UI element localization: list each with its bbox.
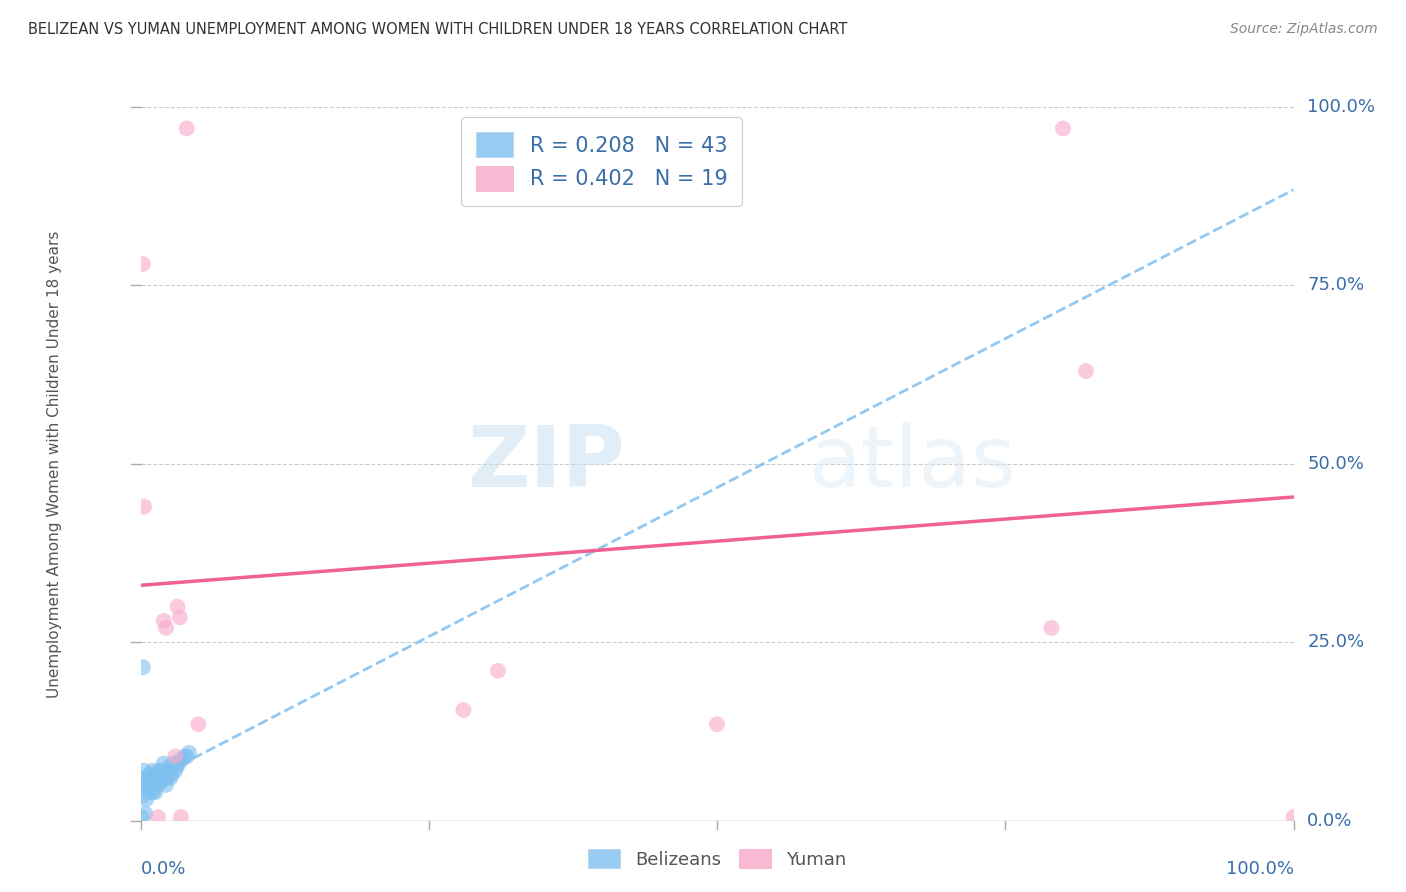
Point (568, 121, 591, 136)
Point (486, 664, 509, 678)
Point (156, 771, 179, 785)
Point (134, 806, 156, 821)
Text: 100.0%: 100.0% (1308, 98, 1375, 116)
Point (155, 621, 177, 635)
Text: ZIP: ZIP (467, 422, 624, 506)
Point (173, 749, 195, 764)
Point (146, 778, 169, 792)
Point (132, 764, 155, 778)
Point (146, 810, 169, 824)
Point (145, 767, 167, 781)
Point (177, 746, 200, 760)
Point (706, 717, 728, 731)
Text: 50.0%: 50.0% (1308, 455, 1364, 473)
Point (132, 778, 155, 792)
Point (150, 774, 173, 789)
Point (167, 756, 190, 771)
Point (152, 756, 174, 771)
Point (152, 764, 174, 778)
Point (165, 760, 187, 774)
Point (149, 767, 172, 781)
Point (170, 810, 193, 824)
Text: 75.0%: 75.0% (1308, 277, 1364, 294)
Point (132, 660, 155, 674)
Point (159, 771, 181, 785)
Point (166, 599, 188, 614)
Point (146, 771, 169, 785)
Point (142, 785, 165, 799)
Point (148, 764, 170, 778)
Text: 25.0%: 25.0% (1308, 633, 1364, 651)
Point (138, 781, 160, 796)
Legend: Belizeans, Yuman: Belizeans, Yuman (581, 841, 853, 876)
Point (453, 703, 475, 717)
Point (141, 764, 163, 778)
Text: BELIZEAN VS YUMAN UNEMPLOYMENT AMONG WOMEN WITH CHILDREN UNDER 18 YEARS CORRELAT: BELIZEAN VS YUMAN UNEMPLOYMENT AMONG WOM… (28, 22, 848, 37)
Point (143, 771, 166, 785)
Text: 0.0%: 0.0% (1308, 812, 1353, 830)
Point (145, 771, 167, 785)
Point (169, 610, 191, 624)
Point (132, 257, 155, 271)
Point (134, 771, 156, 785)
Point (187, 717, 209, 731)
Point (136, 774, 159, 789)
Point (131, 810, 153, 824)
Point (1074, 364, 1097, 378)
Point (159, 760, 180, 774)
Point (1040, 621, 1063, 635)
Point (176, 749, 198, 764)
Point (165, 749, 187, 764)
Point (132, 500, 155, 514)
Point (143, 774, 166, 789)
Point (139, 778, 162, 792)
Point (153, 771, 176, 785)
Point (135, 792, 157, 806)
Point (139, 767, 162, 781)
Point (141, 781, 163, 796)
Point (157, 764, 180, 778)
Text: 100.0%: 100.0% (1226, 860, 1294, 878)
Point (1052, 121, 1074, 136)
Point (152, 614, 174, 628)
Text: atlas: atlas (810, 422, 1018, 506)
Text: Source: ZipAtlas.com: Source: ZipAtlas.com (1230, 22, 1378, 37)
Text: Unemployment Among Women with Children Under 18 years: Unemployment Among Women with Children U… (46, 230, 62, 698)
Point (160, 767, 183, 781)
Point (165, 764, 187, 778)
Text: 0.0%: 0.0% (141, 860, 186, 878)
Point (145, 785, 167, 799)
Point (132, 789, 155, 803)
Point (162, 756, 184, 771)
Point (176, 121, 198, 136)
Point (155, 778, 177, 792)
Point (170, 753, 193, 767)
Point (1282, 810, 1305, 824)
Point (139, 785, 162, 799)
